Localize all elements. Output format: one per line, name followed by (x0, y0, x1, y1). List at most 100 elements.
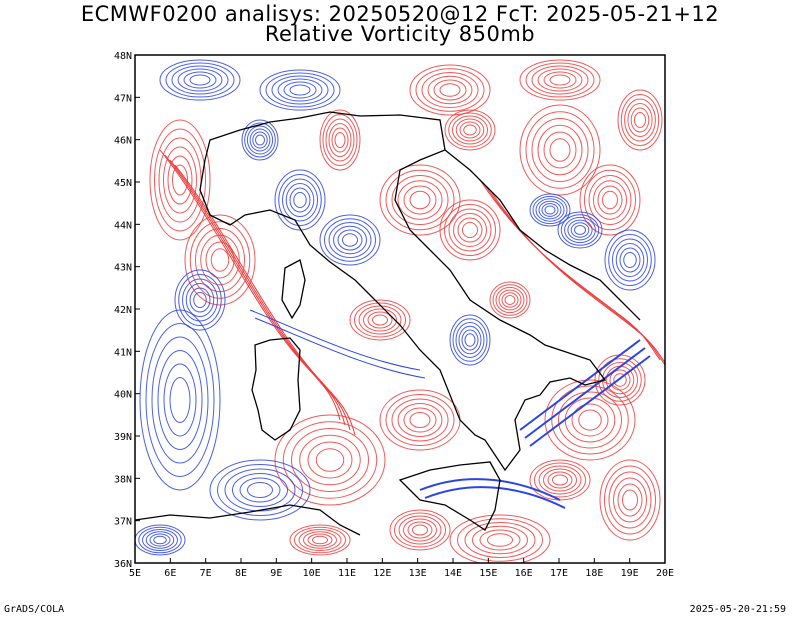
negative-contour (570, 222, 590, 238)
negative-contour (532, 195, 568, 225)
positive-contour (354, 302, 406, 338)
negative-contour (255, 134, 265, 146)
positive-contour (397, 180, 443, 220)
negative-band (519, 339, 641, 431)
lat-label: 44N (114, 220, 132, 231)
negative-contour (458, 325, 482, 355)
positive-contour (334, 132, 346, 148)
negative-contour (277, 78, 323, 102)
positive-contour (504, 295, 516, 305)
negative-contour (278, 174, 322, 226)
balkan-coastline (444, 149, 641, 321)
lon-label: 20E (656, 568, 674, 579)
north-africa-coastline (135, 504, 361, 536)
negative-contour (177, 68, 223, 92)
positive-contour (617, 89, 663, 151)
positive-contour (391, 175, 449, 225)
negative-contour (185, 283, 215, 317)
positive-contour (289, 524, 351, 556)
positive-contour (307, 533, 333, 547)
negative-contour (244, 122, 276, 158)
positive-contour (487, 533, 513, 547)
positive-contour (409, 64, 491, 116)
positive-contour (489, 281, 531, 319)
positive-contour (163, 146, 197, 214)
positive-contour (462, 222, 478, 238)
positive-contour (617, 483, 643, 517)
positive-contour (282, 421, 378, 499)
lon-label: 12E (373, 568, 391, 579)
negative-contour (285, 183, 315, 217)
positive-contour (294, 526, 346, 554)
negative-contour (153, 535, 167, 545)
positive-contour (578, 409, 602, 431)
positive-contour (448, 112, 492, 148)
lat-label: 43N (114, 263, 132, 274)
positive-contour (367, 311, 393, 329)
positive-contour (624, 98, 656, 142)
negative-contour (265, 72, 335, 108)
positive-contour (519, 104, 601, 196)
positive-contour (172, 164, 188, 196)
sicily-coastline (398, 461, 501, 531)
negative-contour (289, 84, 311, 96)
positive-contour (479, 529, 521, 551)
positive-contour (627, 103, 653, 137)
positive-contour (599, 459, 661, 541)
positive-contour (492, 284, 528, 316)
footer-right: 2025-05-20-21:59 (689, 604, 786, 615)
negative-contour (619, 247, 641, 273)
positive-contour (331, 127, 349, 153)
positive-contour (609, 369, 631, 391)
positive-contour (385, 169, 455, 231)
negative-contour (319, 214, 381, 266)
positive-contour (328, 123, 352, 157)
negative-contour (324, 218, 376, 262)
positive-contour (538, 465, 582, 495)
lon-label: 18E (585, 568, 603, 579)
negative-contour (328, 222, 372, 258)
negative-contour (232, 473, 288, 507)
negative-contour (165, 62, 235, 98)
positive-contour (620, 94, 660, 146)
positive-contour (455, 118, 485, 142)
lon-label: 6E (164, 568, 176, 579)
negative-contour (560, 214, 600, 246)
positive-contour (415, 68, 485, 112)
negative-contour (252, 131, 268, 149)
coastline (135, 111, 641, 536)
italy-coastline (199, 111, 607, 472)
positive-contour (547, 471, 573, 489)
negative-contour (183, 71, 217, 89)
positive-contour (498, 289, 522, 311)
positive-contour (427, 75, 473, 105)
lon-label: 10E (303, 568, 321, 579)
negative-contour (455, 322, 485, 358)
map-subtitle: Relative Vorticity 850mb (264, 22, 536, 46)
positive-band (159, 149, 341, 421)
positive-band (169, 159, 351, 431)
positive-contour (412, 524, 428, 536)
positive-contour (444, 204, 496, 256)
negative-contour (178, 274, 222, 326)
positive-contour (409, 412, 431, 428)
positive-contour (398, 515, 442, 545)
positive-contour (391, 398, 449, 442)
positive-contour (549, 74, 571, 86)
negative-contour (149, 533, 171, 547)
positive-contour (464, 522, 536, 558)
lon-label: 17E (550, 568, 568, 579)
negative-contour (135, 524, 186, 556)
negative-contour (169, 377, 191, 423)
positive-contour (403, 518, 437, 542)
negative-contour (452, 318, 488, 362)
positive-contour (349, 299, 411, 341)
negative-contour (217, 464, 303, 516)
negative-contour (612, 238, 648, 282)
positive-contour (385, 394, 455, 446)
negative-contour (574, 225, 586, 235)
negative-contour (274, 169, 326, 231)
latitude-axis: 36N 37N 38N 39N 40N 41N 42N 43N 44N 45N 46N 47N 48N (114, 51, 140, 570)
lat-label: 47N (114, 93, 132, 104)
negative-contour (174, 269, 226, 331)
